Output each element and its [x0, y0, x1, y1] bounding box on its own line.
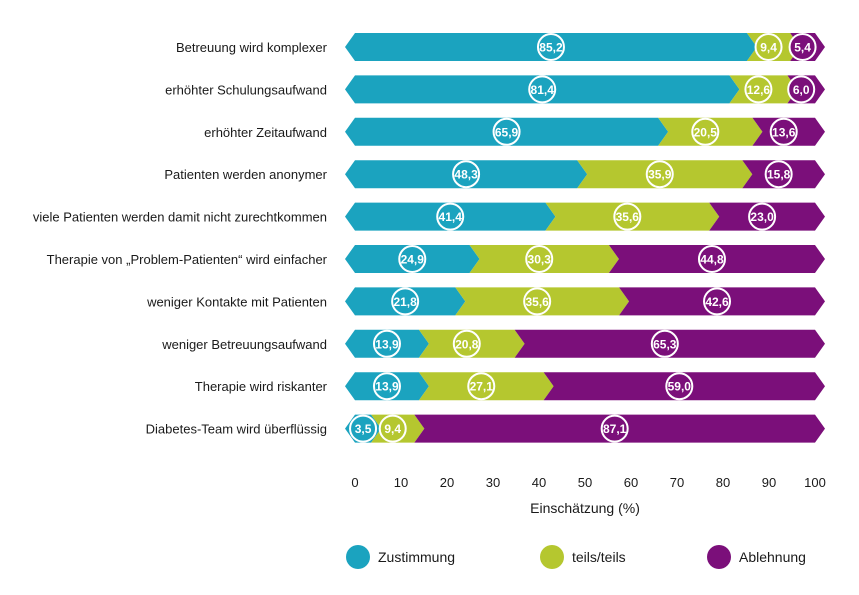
- value-bubble: [452, 160, 481, 189]
- category-label: viele Patienten werden damit nicht zurec…: [33, 210, 327, 225]
- value-bubble: [467, 372, 496, 401]
- value-label: 65,9: [495, 125, 519, 139]
- value-bubble: [703, 287, 732, 316]
- value-bubble: [349, 414, 378, 443]
- value-bubble: [645, 160, 674, 189]
- value-bubble: [697, 245, 726, 273]
- value-label: 13,9: [375, 337, 399, 351]
- value-bubble: [769, 117, 798, 146]
- value-bubble: [787, 75, 816, 104]
- category-label: weniger Kontakte mit Patienten: [146, 294, 327, 309]
- category-label: Betreuung wird komplexer: [176, 40, 328, 55]
- value-bubble: [788, 33, 817, 61]
- value-label: 21,8: [393, 295, 417, 309]
- value-bubble: [744, 75, 773, 104]
- value-bubble: [372, 329, 401, 358]
- x-axis-title: Einschätzung (%): [530, 500, 640, 516]
- value-bubble: [536, 33, 565, 61]
- value-label: 35,9: [648, 168, 672, 182]
- value-label: 65,3: [653, 337, 677, 351]
- x-tick-label: 10: [394, 475, 408, 490]
- value-bubble: [665, 372, 694, 401]
- category-label: erhöhter Zeitaufwand: [204, 125, 327, 140]
- value-label: 35,6: [525, 295, 549, 309]
- x-tick-label: 70: [670, 475, 684, 490]
- category-labels: Betreuung wird komplexer erhöhter Schulun…: [33, 40, 328, 437]
- value-label: 87,1: [603, 422, 627, 436]
- value-label: 35,6: [616, 210, 640, 224]
- category-label: erhöhter Schulungsaufwand: [165, 82, 327, 97]
- value-label: 5,4: [794, 41, 811, 55]
- value-label: 85,2: [539, 41, 563, 55]
- value-label: 3,5: [355, 422, 372, 436]
- value-labels: 85,2 9,4 5,4 81,4 12,6 6,0 65,9 20,5 13,6 48,3 35,…: [349, 33, 817, 443]
- value-bubble: [372, 372, 401, 401]
- category-label: Diabetes-Team wird überflüssig: [146, 422, 327, 437]
- value-label: 27,1: [470, 380, 494, 394]
- value-label: 13,9: [375, 380, 399, 394]
- legend-swatch: [346, 545, 370, 569]
- legend-label: Ablehnung: [739, 549, 806, 565]
- category-label: Therapie von „Problem-Patienten“ wird ei…: [47, 252, 328, 267]
- legend-item-ablehnung: Ablehnung: [707, 545, 806, 569]
- legend-swatch: [707, 545, 731, 569]
- legend-swatch: [540, 545, 564, 569]
- value-bubble: [523, 287, 552, 316]
- value-bubble: [525, 245, 554, 273]
- value-bubble: [378, 414, 407, 443]
- x-tick-label: 0: [351, 475, 358, 490]
- x-tick-label: 60: [624, 475, 638, 490]
- value-label: 41,4: [439, 210, 463, 224]
- value-label: 24,9: [401, 253, 425, 267]
- x-tick-label: 50: [578, 475, 592, 490]
- x-tick-label: 20: [440, 475, 454, 490]
- value-bubble: [748, 202, 777, 231]
- category-label: weniger Betreuungsaufwand: [161, 337, 327, 352]
- value-label: 23,0: [750, 210, 774, 224]
- value-label: 20,5: [694, 125, 718, 139]
- value-label: 20,8: [455, 337, 479, 351]
- legend-label: Zustimmung: [378, 549, 455, 565]
- category-label: Patienten werden anonymer: [164, 167, 327, 182]
- value-bubble: [764, 160, 793, 189]
- value-bubble: [613, 202, 642, 231]
- value-label: 30,3: [528, 253, 552, 267]
- value-bubble: [691, 117, 720, 146]
- value-label: 59,0: [668, 380, 692, 394]
- x-tick-label: 90: [762, 475, 776, 490]
- value-bubble: [528, 75, 557, 104]
- value-label: 12,6: [747, 83, 771, 97]
- value-bubble: [436, 202, 465, 231]
- value-bubble: [492, 117, 521, 146]
- legend: Zustimmung teils/teils Ablehnung: [346, 545, 806, 569]
- x-tick-label: 30: [486, 475, 500, 490]
- category-label: Therapie wird riskanter: [195, 379, 328, 394]
- value-bubble: [391, 287, 420, 316]
- value-bubble: [600, 414, 629, 443]
- value-label: 81,4: [531, 83, 555, 97]
- x-axis: 0 10 20 30 40 50 60 70 80 90 100: [351, 475, 825, 490]
- value-bubble: [398, 245, 427, 273]
- value-label: 6,0: [793, 83, 810, 97]
- value-label: 15,8: [767, 168, 791, 182]
- value-label: 44,8: [700, 253, 724, 267]
- value-label: 9,4: [760, 41, 777, 55]
- value-label: 13,6: [772, 125, 796, 139]
- legend-label: teils/teils: [572, 549, 626, 565]
- legend-item-zustimmung: Zustimmung: [346, 545, 455, 569]
- value-bubble: [650, 329, 679, 358]
- x-tick-label: 40: [532, 475, 546, 490]
- value-label: 42,6: [705, 295, 729, 309]
- legend-item-teilsteils: teils/teils: [540, 545, 626, 569]
- value-bubble: [754, 33, 783, 61]
- x-tick-label: 100: [804, 475, 826, 490]
- x-tick-label: 80: [716, 475, 730, 490]
- value-bubble: [452, 329, 481, 358]
- value-label: 48,3: [454, 168, 478, 182]
- value-label: 9,4: [384, 422, 401, 436]
